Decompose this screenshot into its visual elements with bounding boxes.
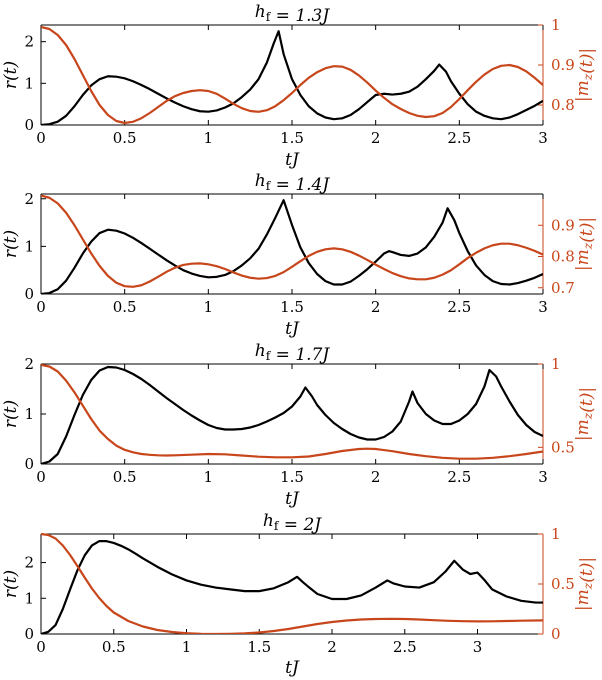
y-tick-label-left: 2 (24, 355, 34, 373)
x-tick-label: 1 (204, 298, 214, 316)
panel-title: hf = 1.7J (255, 341, 331, 365)
x-tick-label: 2.5 (447, 298, 471, 316)
x-tick-label: 1 (204, 468, 214, 486)
y-tick-label-left: 1 (24, 589, 34, 607)
y-tick-label-right: 0.8 (551, 96, 575, 114)
x-tick-label: 3 (538, 298, 548, 316)
y-axis-label-left: r(t) (1, 230, 21, 258)
x-tick-label: 2 (371, 298, 381, 316)
y-axis-label-left: r(t) (1, 570, 21, 598)
x-tick-label: 1.5 (280, 468, 304, 486)
y-axis-label-left: r(t) (1, 400, 21, 428)
y-tick-label-left: 1 (24, 405, 34, 423)
panel-title: hf = 1.3J (255, 2, 331, 26)
chart-panel-2: 0 0.5 1 1.5 2 2.5 3 0 1 2 0.7 0.8 0.9 hf = 1.4J tJ r(t)… (1, 171, 597, 339)
x-tick-label: 0.5 (113, 298, 137, 316)
y-tick-label-right: 0.5 (551, 575, 575, 593)
series-line-mz (41, 532, 543, 634)
x-tick-label: 2 (327, 638, 337, 656)
x-axis-label: tJ (285, 150, 300, 170)
y-axis-label-right: |mz(t)| (573, 217, 597, 271)
series-line-r (41, 365, 543, 464)
x-tick-label: 3 (538, 129, 548, 147)
y-tick-label-left: 0 (24, 625, 34, 643)
y-tick-label-left: 1 (24, 237, 34, 255)
y-tick-label-left: 2 (24, 33, 34, 51)
y-axis-label-left: r(t) (1, 61, 21, 89)
y-tick-label-right: 1 (551, 355, 561, 373)
chart-panel-4: 0 0.5 1 1.5 2 2.5 3 0 1 2 0 0.5 1 hf = 2J tJ r(t) |mz(t)… (1, 511, 597, 678)
series-line-mz (41, 194, 543, 288)
y-axis-label-right: |mz(t)| (573, 48, 597, 102)
x-tick-label: 0 (36, 298, 46, 316)
x-tick-label: 1.5 (280, 298, 304, 316)
x-tick-label: 1 (182, 638, 192, 656)
x-tick-label: 2.5 (447, 468, 471, 486)
x-tick-label: 3 (538, 468, 548, 486)
chart-panel-3: 0 0.5 1 1.5 2 2.5 3 0 1 2 0.5 1 hf = 1.7J tJ r(t) |mz(t… (1, 341, 597, 509)
y-axis-label-right: |mz(t)| (573, 387, 597, 441)
x-tick-label: 0 (36, 638, 46, 656)
x-tick-label: 1 (204, 129, 214, 147)
y-tick-label-right: 1 (551, 16, 561, 34)
y-tick-label-right: 0.9 (551, 56, 575, 74)
series-line-r (41, 30, 543, 125)
x-tick-label: 1.5 (280, 129, 304, 147)
y-tick-label-left: 0 (24, 455, 34, 473)
x-tick-label: 0.5 (102, 638, 126, 656)
y-tick-label-right: 0.5 (551, 438, 575, 456)
series-line-mz (41, 25, 543, 125)
series-line-mz (41, 363, 543, 460)
y-axis-label-right: |mz(t)| (573, 557, 597, 611)
y-tick-label-left: 0 (24, 116, 34, 134)
chart-panel-1: 0 0.5 1 1.5 2 2.5 3 0 1 2 0.8 0.9 1 hf = 1.3J tJ r(t) |m… (1, 2, 597, 170)
x-tick-label: 0.5 (113, 468, 137, 486)
y-tick-label-left: 0 (24, 285, 34, 303)
x-axis-label: tJ (285, 489, 300, 509)
x-tick-label: 2 (371, 468, 381, 486)
series-line-r (41, 199, 543, 294)
x-tick-label: 1.5 (247, 638, 271, 656)
x-tick-label: 0 (36, 468, 46, 486)
x-tick-label: 2.5 (447, 129, 471, 147)
y-tick-label-left: 1 (24, 74, 34, 92)
x-tick-label: 2.5 (393, 638, 417, 656)
y-tick-label-right: 0 (551, 625, 561, 643)
x-tick-label: 0.5 (113, 129, 137, 147)
panel-title: hf = 1.4J (255, 171, 331, 195)
panel-title: hf = 2J (263, 511, 322, 535)
y-tick-label-left: 2 (24, 554, 34, 572)
x-tick-label: 2 (371, 129, 381, 147)
y-tick-label-right: 0.8 (551, 248, 575, 266)
series-line-r (41, 540, 543, 634)
x-axis-label: tJ (285, 658, 300, 678)
x-tick-label: 0 (36, 129, 46, 147)
y-tick-label-left: 2 (24, 190, 34, 208)
y-tick-label-right: 0.9 (551, 216, 575, 234)
x-tick-label: 3 (473, 638, 483, 656)
x-axis-label: tJ (285, 319, 300, 339)
y-tick-label-right: 1 (551, 525, 561, 543)
y-tick-label-right: 0.7 (551, 279, 575, 297)
